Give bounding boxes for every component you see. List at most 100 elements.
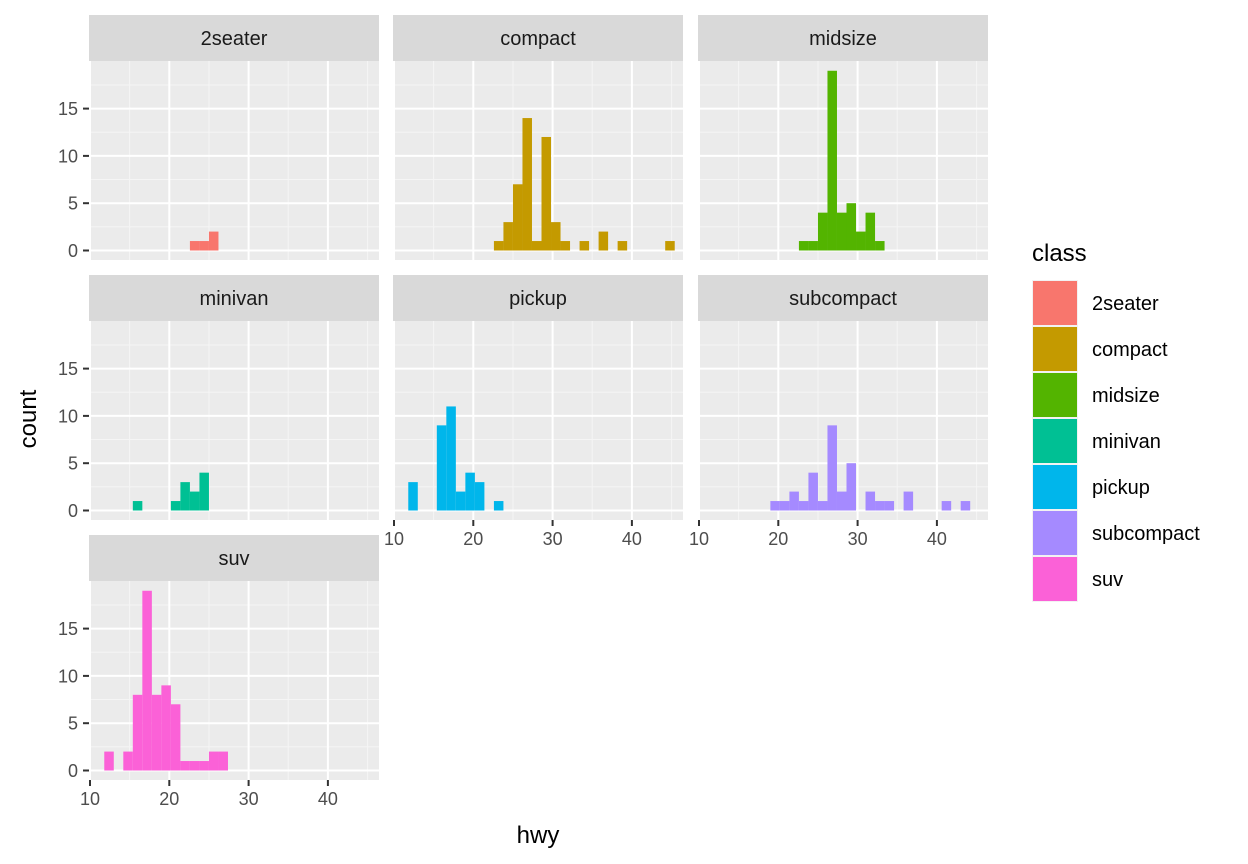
histogram-bar xyxy=(199,241,209,251)
x-tick-label: 20 xyxy=(159,789,179,809)
histogram-bar xyxy=(617,241,628,251)
histogram-bar xyxy=(779,501,790,511)
histogram-bar xyxy=(941,501,952,511)
histogram-bar xyxy=(903,491,914,511)
legend-swatch xyxy=(1033,327,1077,371)
histogram-bar xyxy=(208,751,219,771)
histogram-bar xyxy=(960,501,971,511)
y-tick-label: 15 xyxy=(58,619,78,639)
y-tick-label: 0 xyxy=(68,761,78,781)
x-tick-label: 40 xyxy=(318,789,338,809)
panel-midsize: midsize xyxy=(698,15,988,260)
histogram-bar xyxy=(522,118,532,251)
facet-strip xyxy=(89,535,379,581)
histogram-bar xyxy=(836,212,847,251)
panel-background xyxy=(393,61,683,260)
legend-label: pickup xyxy=(1092,477,1150,499)
legend-label: suv xyxy=(1092,569,1123,591)
legend-items: 2seater compact midsize minivan pickup subcom… xyxy=(1032,280,1200,602)
x-tick-label: 30 xyxy=(543,529,563,549)
histogram-bar xyxy=(827,70,837,251)
legend-item: 2seater xyxy=(1032,280,1159,326)
legend-item: minivan xyxy=(1032,418,1161,464)
panel-background xyxy=(89,321,379,520)
legend-swatch xyxy=(1033,373,1077,417)
y-tick-label: 10 xyxy=(58,146,78,166)
histogram-bar xyxy=(218,751,228,771)
x-tick-label: 30 xyxy=(848,529,868,549)
legend-label: 2seater xyxy=(1092,293,1159,315)
y-tick-label: 15 xyxy=(58,359,78,379)
legend-title: class xyxy=(1032,240,1087,267)
histogram-bar xyxy=(817,501,828,511)
histogram-bar xyxy=(560,241,571,251)
facet-strip xyxy=(89,275,379,321)
histogram-bar xyxy=(408,482,418,511)
histogram-bar xyxy=(827,425,837,511)
histogram-bar xyxy=(161,685,171,771)
legend-label: subcompact xyxy=(1092,523,1200,545)
y-tick-label: 15 xyxy=(58,99,78,119)
panel-background xyxy=(698,321,988,520)
facet-strip xyxy=(698,15,988,61)
y-tick-label: 5 xyxy=(68,454,78,474)
facet-strip-label: suv xyxy=(218,548,249,570)
legend-item: subcompact xyxy=(1032,510,1200,556)
y-tick-label: 5 xyxy=(68,714,78,734)
axes-layer: 0 5 10 15 0 5 10 15 10 20 30 40 10 20 30 40 0 5 10 15 10 20 30… xyxy=(58,99,947,809)
x-tick-label: 10 xyxy=(689,529,709,549)
panel-subcompact: subcompact xyxy=(698,275,988,520)
histogram-bar xyxy=(808,241,818,251)
histogram-bar xyxy=(770,501,780,511)
facet-strip xyxy=(698,275,988,321)
legend-swatch xyxy=(1033,557,1077,601)
histogram-bar xyxy=(142,590,152,771)
histogram-bar xyxy=(199,761,209,771)
panel-2seater: 2seater xyxy=(89,15,379,260)
histogram-bar xyxy=(104,751,114,771)
panel-minivan: minivan xyxy=(89,275,379,520)
histogram-bar xyxy=(455,491,466,511)
legend-swatch xyxy=(1033,511,1077,555)
histogram-bar xyxy=(531,241,542,251)
legend-label: minivan xyxy=(1092,431,1161,453)
histogram-bar xyxy=(493,501,504,511)
x-tick-label: 10 xyxy=(384,529,404,549)
histogram-bar xyxy=(123,751,133,771)
histogram-bar xyxy=(512,184,523,251)
histogram-bar xyxy=(208,231,219,251)
panel-suv: suv xyxy=(89,535,379,780)
legend-item: suv xyxy=(1032,556,1123,602)
histogram-bar xyxy=(436,425,447,511)
panel-background xyxy=(393,321,683,520)
histogram-bar xyxy=(798,501,809,511)
panels-layer: 2seater compact midsize minivan pickup subcom… xyxy=(89,15,988,780)
histogram-bar xyxy=(817,212,828,251)
histogram-bar xyxy=(132,694,143,771)
histogram-bar xyxy=(789,491,799,511)
x-tick-label: 40 xyxy=(927,529,947,549)
y-tick-label: 10 xyxy=(58,666,78,686)
histogram-bar xyxy=(598,231,609,251)
facet-strip-label: subcompact xyxy=(789,288,897,310)
facet-strip-label: pickup xyxy=(509,288,567,310)
histogram-bar xyxy=(865,212,876,251)
histogram-bar xyxy=(189,241,200,251)
facet-strip-label: 2seater xyxy=(201,28,268,50)
histogram-bar xyxy=(170,501,181,511)
histogram-bar xyxy=(846,203,857,251)
histogram-bar xyxy=(865,491,876,511)
legend-swatch xyxy=(1033,465,1077,509)
histogram-bar xyxy=(808,472,818,511)
histogram-bar xyxy=(551,222,561,251)
histogram-bar xyxy=(836,491,847,511)
histogram-bar xyxy=(665,241,675,251)
histogram-bar xyxy=(132,501,143,511)
legend: class 2seater compact midsize minivan pickup… xyxy=(1032,240,1200,602)
legend-item: pickup xyxy=(1032,464,1150,510)
histogram-bar xyxy=(474,482,485,511)
panel-pickup: pickup xyxy=(393,275,683,520)
histogram-bar xyxy=(151,694,162,771)
panel-background xyxy=(89,581,379,780)
